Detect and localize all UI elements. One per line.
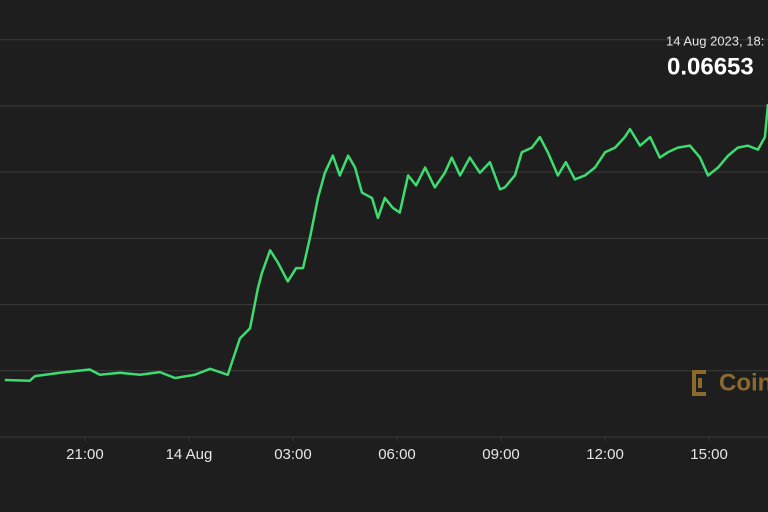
x-tick-label: 06:00 <box>378 446 416 463</box>
logo <box>692 370 706 396</box>
x-tick-label: 09:00 <box>482 446 520 463</box>
price: 0.06653 <box>667 53 754 80</box>
watermark: Coin <box>719 369 768 396</box>
x-tick-label: 21:00 <box>66 446 104 463</box>
x-tick-label: 15:00 <box>690 446 728 463</box>
price-line <box>4 103 768 382</box>
x-tick-label: 03:00 <box>274 446 312 463</box>
x-tick-label: 14 Aug <box>166 446 213 463</box>
x-tick-label: 12:00 <box>586 446 624 463</box>
price-time: 14 Aug 2023, 18: <box>666 33 764 48</box>
watermark-icon <box>692 370 706 396</box>
